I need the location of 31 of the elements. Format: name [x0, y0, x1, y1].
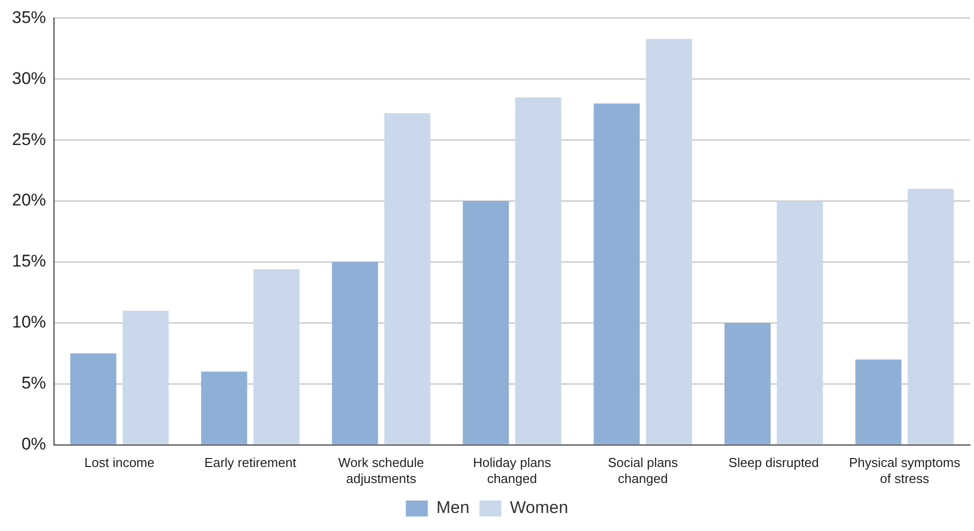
x-tick-label: Social plans changed: [608, 455, 678, 486]
bar: [776, 201, 823, 444]
bar: [462, 201, 509, 444]
bar: [122, 310, 169, 444]
bar: [384, 113, 430, 444]
bar: [332, 262, 378, 444]
y-tick-label: 20%: [12, 190, 46, 210]
bar: [70, 353, 116, 444]
y-tick-label: 10%: [12, 312, 46, 332]
y-tick-label: 30%: [12, 68, 46, 88]
y-tick-label: 0%: [21, 434, 46, 454]
bar: [724, 322, 771, 444]
bar: [908, 188, 954, 444]
bar: [594, 104, 640, 444]
x-tick-label: Work schedule adjustments: [338, 455, 424, 486]
y-tick-label: 5%: [21, 374, 46, 393]
y-tick-label: 35%: [12, 8, 46, 27]
x-tick-label: Physical symptoms of stress: [848, 455, 961, 486]
bar: [855, 359, 902, 444]
y-tick-label: 25%: [12, 130, 46, 149]
x-tick-label: Lost income: [84, 455, 154, 470]
y-tick-label: 15%: [12, 252, 46, 271]
x-tick-label: Sleep disrupted: [728, 455, 819, 470]
bar: [646, 38, 692, 444]
legend-label: Men: [436, 498, 470, 518]
bar: [201, 372, 248, 444]
x-tick-label: Early retirement: [204, 455, 297, 470]
x-tick-label: Holiday plans changed: [472, 455, 552, 486]
legend-label: Women: [510, 498, 568, 518]
bar: [515, 97, 562, 444]
bar: [253, 269, 300, 444]
